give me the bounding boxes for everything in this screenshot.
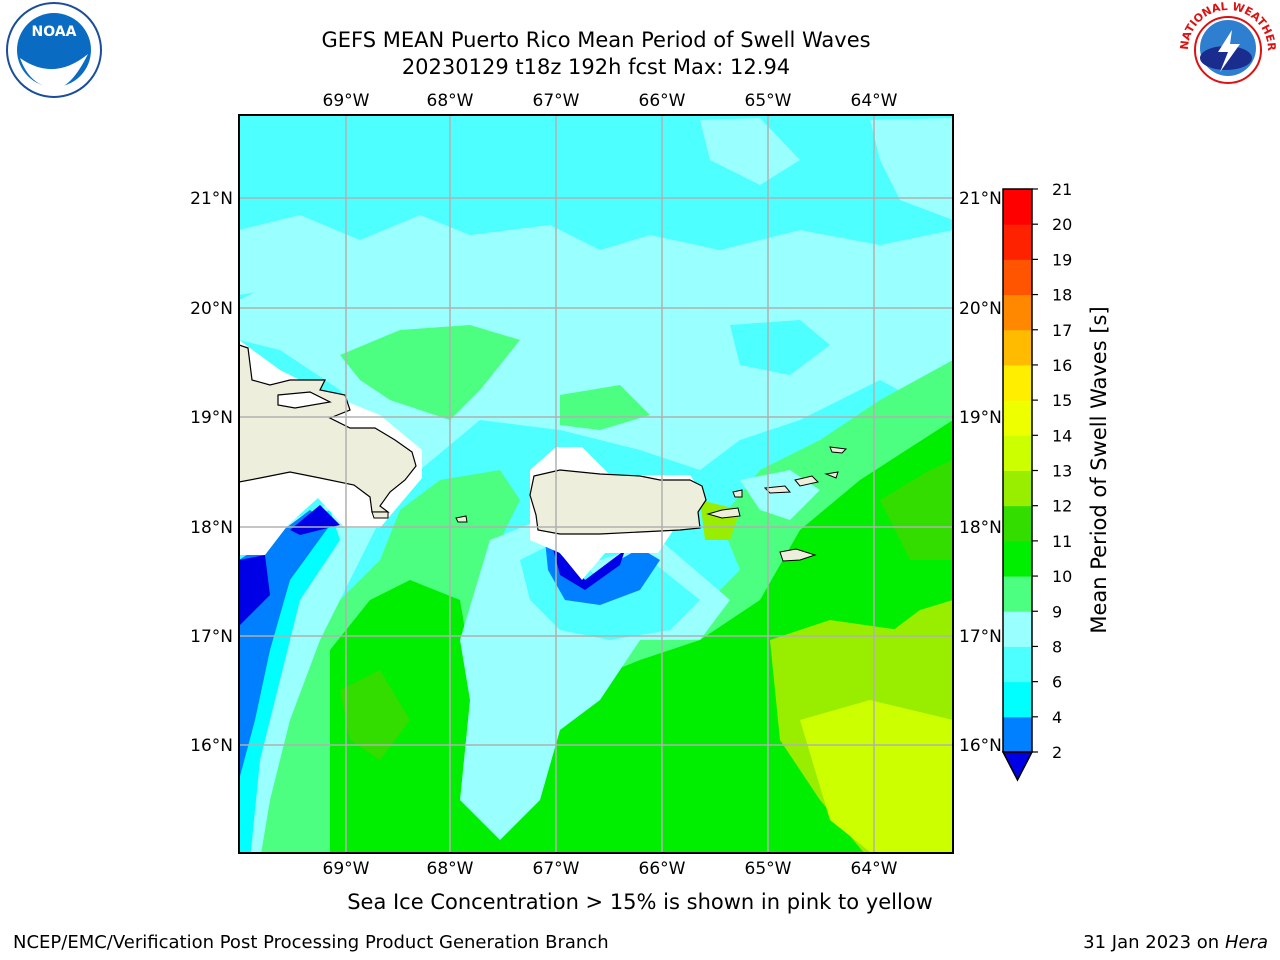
colorbar-segment xyxy=(1003,681,1032,718)
run-date: 31 Jan 2023 on Hera xyxy=(1083,932,1268,953)
chart-subtitle: 20230129 t18z 192h fcst Max: 12.94 xyxy=(401,55,791,79)
colorbar-tick-label: 16 xyxy=(1052,356,1072,375)
lon-label: 64°W xyxy=(851,859,898,879)
colorbar-segment xyxy=(1003,400,1032,436)
swell-period-field xyxy=(239,115,953,853)
graticule xyxy=(239,115,953,853)
run-date-text: 31 Jan 2023 on xyxy=(1083,932,1225,953)
lat-label: 19°N xyxy=(190,408,233,428)
lon-label: 67°W xyxy=(533,859,580,879)
colorbar-tick-label: 14 xyxy=(1052,426,1072,445)
map-frame xyxy=(238,114,954,854)
lat-label: 16°N xyxy=(959,736,1002,756)
colorbar-tick-label: 12 xyxy=(1052,497,1072,516)
lon-label: 68°W xyxy=(427,91,474,111)
colorbar: 2 4 6 8 9 10 11 12 13 14 15 16 17 18 19 20 21 xyxy=(1001,180,1072,782)
colorbar-tick-label: 11 xyxy=(1052,532,1072,551)
lat-label: 21°N xyxy=(190,189,233,209)
colorbar-segment xyxy=(1003,329,1032,366)
colorbar-tick-label: 13 xyxy=(1052,462,1072,481)
colorbar-tick-label: 19 xyxy=(1052,250,1072,269)
lat-label: 18°N xyxy=(190,518,233,538)
lat-label: 17°N xyxy=(959,627,1002,647)
lat-label: 20°N xyxy=(959,299,1002,319)
lat-label: 16°N xyxy=(190,736,233,756)
colorbar-segment xyxy=(1003,294,1032,331)
colorbar-segment xyxy=(1003,611,1032,647)
colorbar-tick-label: 2 xyxy=(1052,743,1062,762)
lon-label: 66°W xyxy=(639,91,686,111)
lon-label: 65°W xyxy=(745,859,792,879)
colorbar-tick-label: 4 xyxy=(1052,708,1062,727)
lon-label: 67°W xyxy=(533,91,580,111)
lon-label: 69°W xyxy=(323,859,370,879)
colorbar-segment xyxy=(1003,646,1032,683)
lat-label: 19°N xyxy=(959,408,1002,428)
colorbar-segment xyxy=(1003,224,1032,260)
colorbar-tick-label: 9 xyxy=(1052,602,1062,621)
lon-label: 69°W xyxy=(323,91,370,111)
colorbar-extend-triangle xyxy=(1001,751,1034,782)
colorbar-segment xyxy=(1003,540,1032,577)
colorbar-tick-label: 17 xyxy=(1052,321,1072,340)
chart-title: GEFS MEAN Puerto Rico Mean Period of Swe… xyxy=(321,28,871,52)
lon-label: 66°W xyxy=(639,859,686,879)
lat-labels-right: 21°N 20°N 19°N 18°N 17°N 16°N xyxy=(959,189,1002,756)
colorbar-segment xyxy=(1003,259,1032,296)
lat-label: 18°N xyxy=(959,518,1002,538)
colorbar-tick-label: 15 xyxy=(1052,391,1072,410)
colorbar-segment xyxy=(1003,470,1032,507)
lon-labels-bottom: 69°W 68°W 67°W 66°W 65°W 64°W xyxy=(323,859,898,879)
lat-label: 17°N xyxy=(190,627,233,647)
lon-label: 64°W xyxy=(851,91,898,111)
colorbar-segment xyxy=(1003,189,1032,225)
colorbar-label: Mean Period of Swell Waves [s] xyxy=(1087,306,1111,633)
sea-ice-caption: Sea Ice Concentration > 15% is shown in … xyxy=(347,890,933,914)
colorbar-tick-label: 20 xyxy=(1052,215,1072,234)
lat-label: 21°N xyxy=(959,189,1002,209)
nws-logo: NATIONAL WEATHER SERVICE xyxy=(0,0,1278,97)
producer-credit: NCEP/EMC/Verification Post Processing Pr… xyxy=(13,932,609,953)
colorbar-tick-label: 21 xyxy=(1052,180,1072,199)
nws-logo-text: NATIONAL WEATHER SERVICE xyxy=(0,0,1278,52)
run-host: Hera xyxy=(1224,932,1268,953)
colorbar-tick-label: 8 xyxy=(1052,637,1062,656)
colorbar-segment xyxy=(1003,364,1032,401)
colorbar-tick-label: 10 xyxy=(1052,567,1072,586)
noaa-logo: NOAA xyxy=(6,2,102,98)
noaa-logo-text: NOAA xyxy=(32,24,77,40)
lon-labels-top: 69°W 68°W 67°W 66°W 65°W 64°W xyxy=(323,91,898,111)
colorbar-segment xyxy=(1003,716,1032,753)
colorbar-segment xyxy=(1003,505,1032,542)
lat-label: 20°N xyxy=(190,299,233,319)
lon-label: 68°W xyxy=(427,859,474,879)
colorbar-tick-label: 6 xyxy=(1052,673,1062,692)
lat-labels-left: 21°N 20°N 19°N 18°N 17°N 16°N xyxy=(190,189,233,756)
lon-label: 65°W xyxy=(745,91,792,111)
colorbar-segment xyxy=(1003,576,1032,612)
colorbar-tick-label: 18 xyxy=(1052,286,1072,305)
colorbar-segment xyxy=(1003,435,1032,471)
